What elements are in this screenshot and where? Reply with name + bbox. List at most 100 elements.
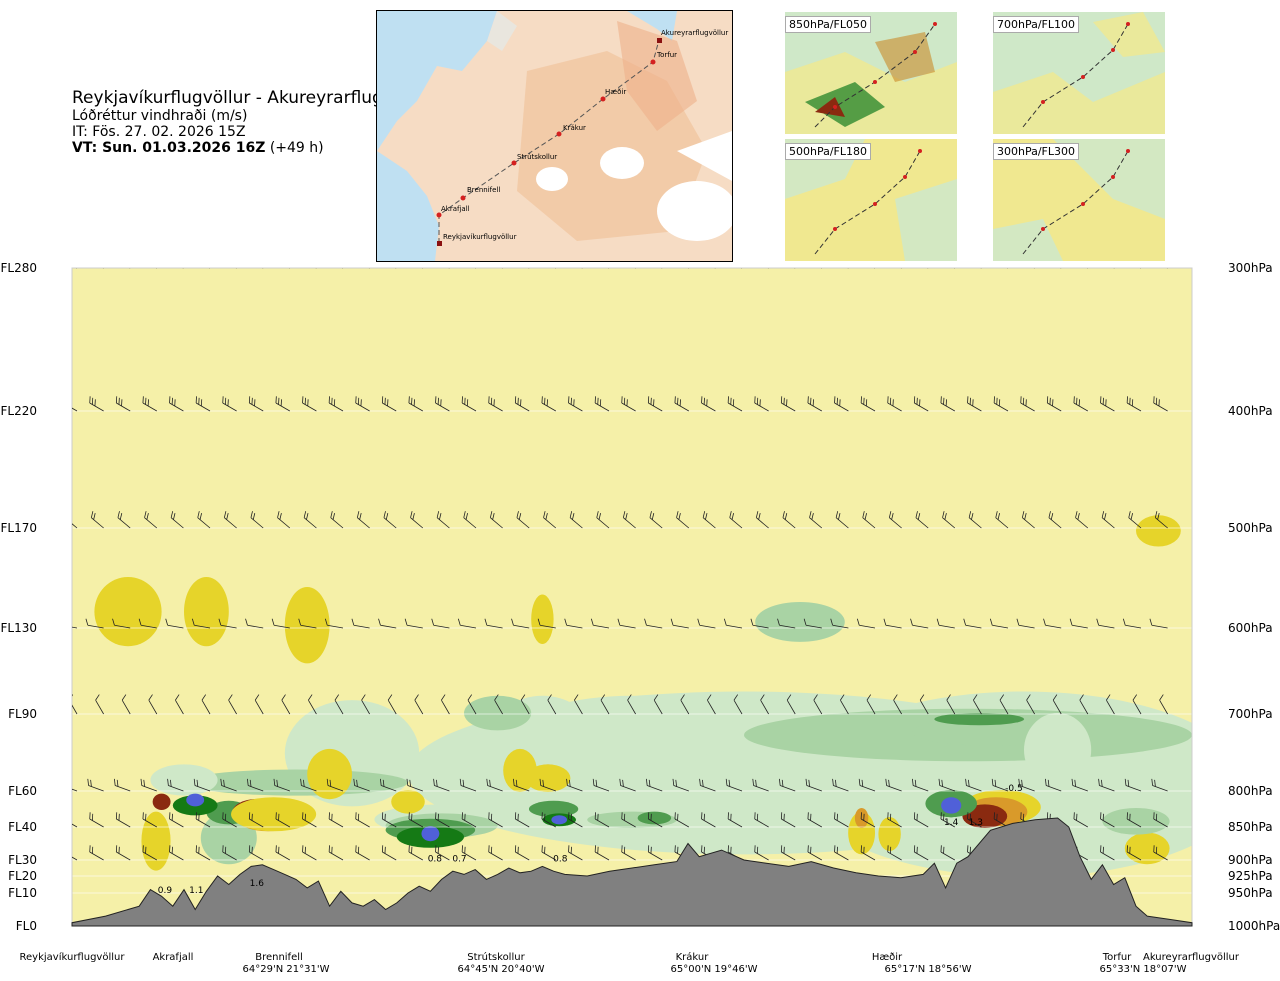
wind-barb-staff (461, 268, 477, 269)
wind-barb (144, 511, 158, 529)
wind-barb-staff (1020, 268, 1035, 269)
wind-barb (459, 778, 477, 792)
wind-barb-staff (72, 517, 78, 529)
wind-barb-feather (61, 396, 67, 403)
wind-barb-feather (860, 845, 862, 853)
wind-barb-staff (201, 699, 211, 715)
wind-barb (247, 778, 264, 792)
location-coordinate: 65°00'N 19°46'W (671, 964, 758, 975)
wind-barb-feather (491, 260, 497, 263)
wind-barb-feather (1071, 778, 1074, 786)
wind-barb (1052, 694, 1062, 715)
wind-barb-feather (490, 846, 493, 854)
wind-barb-feather (864, 513, 867, 520)
wind-barb-feather (461, 845, 463, 853)
wind-barb (672, 778, 689, 792)
wind-barb-feather (121, 694, 127, 701)
wind-barb (910, 618, 929, 629)
location-name: Strútskollur (467, 951, 525, 963)
wind-barb (754, 845, 769, 861)
wind-barb-staff (228, 699, 237, 715)
wind-barb (940, 396, 955, 412)
wind-barb (222, 845, 237, 861)
wind-barb-feather (702, 511, 706, 518)
wind-barb-feather (1132, 694, 1138, 701)
wind-barb-feather (600, 694, 606, 701)
wind-barb-feather (731, 260, 737, 263)
wind-barb-feather (1048, 511, 1051, 518)
wind-barb-feather (541, 845, 543, 853)
wind-barb-feather (223, 260, 229, 262)
wind-barb (72, 517, 78, 529)
wind-barb-feather (1158, 399, 1160, 407)
wind-barb (622, 511, 636, 529)
wind-barb-feather (889, 813, 892, 821)
wind-barb-staff (866, 699, 876, 715)
wind-barb-feather (89, 812, 91, 820)
wind-barb (355, 812, 370, 828)
wind-barb-feather (357, 813, 360, 821)
wind-barb (1126, 845, 1142, 861)
value-label: 1.6 (250, 879, 265, 889)
wind-barb-feather (917, 513, 921, 520)
wind-barb (887, 396, 902, 412)
wind-barb-feather (544, 813, 546, 821)
wind-barb-feather (622, 260, 628, 262)
wind-barb (1153, 396, 1168, 412)
wind-barb (72, 694, 78, 715)
wind-barb-feather (490, 813, 493, 821)
wind-barb-feather (171, 813, 173, 821)
wind-barb-feather (968, 511, 972, 518)
field-blob-yellow (284, 587, 330, 664)
wind-barb (594, 268, 610, 269)
value-label: 0.7 (452, 855, 466, 865)
wind-barb-feather (784, 513, 788, 520)
wind-barb-feather (520, 399, 522, 407)
wind-barb-feather (117, 511, 120, 518)
wind-barb (1100, 845, 1115, 861)
wind-barb-feather (404, 618, 408, 626)
vertical-velocity-field (94, 515, 1192, 877)
wind-barb-feather (414, 694, 419, 701)
wind-barb (387, 694, 397, 715)
field-blob-yellow (141, 811, 171, 871)
wind-barb-feather (436, 779, 438, 787)
wind-barb-feather (885, 778, 887, 786)
wind-barb (860, 268, 876, 269)
wind-barb-staff (707, 699, 716, 715)
wind-barb (138, 618, 157, 629)
wind-barb (248, 845, 264, 861)
wind-barb-feather (1050, 260, 1056, 263)
wind-barb-feather (1018, 778, 1020, 786)
wind-barb-feather (808, 779, 810, 787)
map-label-akureyri: Akureyrarflugvöllur (661, 29, 728, 37)
wind-barb (1071, 778, 1088, 792)
wind-barb (1026, 694, 1035, 715)
wind-barb-feather (146, 513, 149, 520)
terrain-area (71, 817, 1193, 927)
wind-barb-feather (997, 513, 1000, 520)
wind-barb-feather (304, 846, 306, 854)
wind-barb (114, 778, 131, 792)
wind-barb (1153, 812, 1168, 828)
wind-barb-feather (564, 618, 568, 626)
wind-barb-feather (803, 618, 807, 626)
wind-barb-staff (327, 624, 344, 629)
wind-barb-staff (999, 699, 1009, 715)
wind-barb-staff (72, 785, 78, 792)
wind-barb-feather (249, 779, 252, 787)
wind-barb-feather (146, 260, 152, 263)
wind-barb-feather (116, 260, 122, 262)
wind-barb-staff (621, 268, 636, 269)
wind-barb-feather (118, 813, 120, 821)
wind-barb (1149, 618, 1168, 629)
wind-barb-staff (594, 268, 610, 269)
wind-barb-feather (1126, 845, 1128, 853)
wind-barb (170, 511, 184, 529)
wind-barb-feather (807, 845, 809, 853)
wind-barb-feather (435, 812, 437, 820)
wind-barb-feather (227, 399, 229, 407)
wind-barb (353, 778, 370, 792)
wind-barb-feather (996, 397, 998, 405)
wind-barb-feather (893, 694, 898, 701)
